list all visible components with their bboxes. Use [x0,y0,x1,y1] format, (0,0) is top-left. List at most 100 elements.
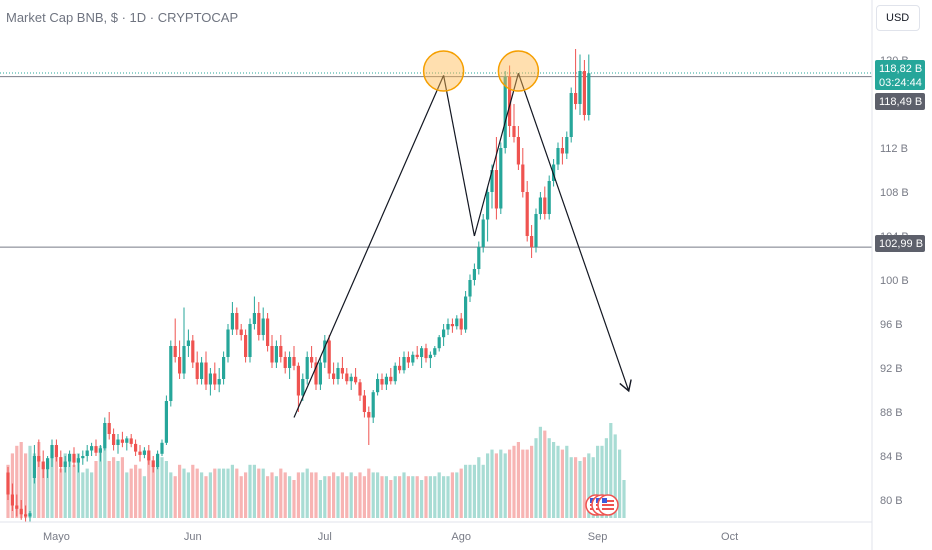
prev-close-label-text: 118,49 B [879,96,922,108]
x-tick-label: Jul [318,531,332,543]
candle-body [459,318,463,330]
volume-bar [490,449,494,518]
candle-body [437,337,441,349]
volume-bar [98,445,102,518]
candle-body [266,318,270,346]
volume-bar [464,464,468,518]
volume-bar [494,453,498,518]
trend-line [443,75,475,237]
volume-bar [213,468,217,518]
candle-body [208,373,212,385]
volume-bar [112,457,116,518]
candle-body [477,247,481,269]
candle-body [508,76,512,126]
candle-body [547,181,551,214]
volume-bar [327,476,331,518]
candle-body [32,456,36,478]
trend-line [293,75,445,418]
volume-bar [499,449,503,518]
candle-body [85,450,89,456]
candle-body [120,439,124,443]
candle-body [10,494,14,506]
candle-body [19,508,23,515]
volume-bar [442,476,446,518]
candle-body [345,373,349,382]
volume-bar [318,480,322,518]
candle-body [59,457,63,467]
volume-bar [72,464,76,518]
volume-bar [156,461,160,518]
candle-body [587,73,591,115]
candle-body [296,365,300,396]
volume-bar [283,472,287,518]
candle-body [98,448,102,453]
candle-body [499,148,503,209]
volume-bar [446,476,450,518]
y-tick-label: 92 B [880,363,903,375]
candle-body [15,505,19,509]
y-tick-label: 112 B [880,143,908,155]
volume-bar [305,468,309,518]
volume-bar [120,457,124,518]
volume-bar [200,472,204,518]
volume-bar [428,476,432,518]
candle-body [213,373,217,385]
candle-body [455,318,459,327]
event-flags [585,494,619,516]
volume-bar [415,476,419,518]
candle-body [244,335,248,357]
volume-bar [349,472,353,518]
volume-bar [367,468,371,518]
volume-bar [288,476,292,518]
candle-body [76,458,80,463]
volume-bar [230,464,234,518]
volume-bar [63,453,67,518]
volume-bar [323,476,327,518]
volume-bar [556,445,560,518]
x-tick-label: Mayo [43,531,70,543]
currency-selector-button[interactable]: USD [876,5,920,31]
volume-bar [182,468,186,518]
candle-body [538,197,542,214]
candle-body [230,313,234,330]
candle-body [389,376,393,382]
candle-body [6,472,10,495]
candle-body [411,354,415,363]
candle-body [28,513,32,517]
volume-bar [560,449,564,518]
volume-bar [134,464,138,518]
y-tick-label: 100 B [880,275,909,287]
price-labels: 118,82 B 03:24:44 118,49 B 102,99 B [875,60,925,252]
volume-bar [59,468,63,518]
candle-body [318,362,322,385]
volume-bar [142,476,146,518]
candle-body [393,365,397,382]
volume-bar [257,468,261,518]
volume-bar [516,442,520,518]
candle-body [530,236,534,247]
candle-body [301,379,305,396]
volume-bar [358,472,362,518]
volume-bar [147,457,151,518]
candle-body [490,170,494,192]
volume-bar [552,442,556,518]
candle-body [464,296,468,330]
candle-body [415,354,419,357]
candle-body [574,93,578,104]
us-flag-icon [602,508,614,510]
candle-body [50,445,54,459]
volume-bar [450,472,454,518]
candle-body [142,450,146,455]
candle-body [204,362,208,385]
volume-bar [54,457,58,518]
candle-body [336,368,340,379]
current-price-label-text: 03:24:44 [879,77,922,89]
candle-body [248,324,252,357]
y-tick-label: 80 B [880,495,903,507]
candle-body [332,373,336,379]
candle-body [428,354,432,359]
candle-body [402,357,406,371]
candle-body [81,456,85,459]
candle-body [494,170,498,209]
